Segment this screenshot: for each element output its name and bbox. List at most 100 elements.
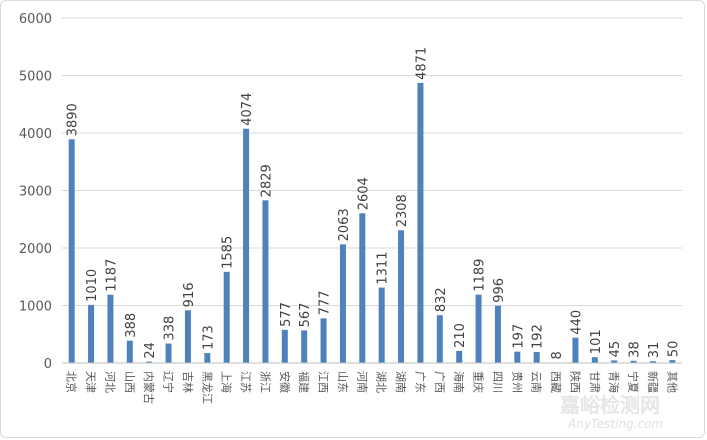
data-label: 440 <box>569 310 584 335</box>
data-label: 31 <box>647 342 662 359</box>
bar <box>494 305 501 363</box>
x-tick-label: 江西 <box>317 371 330 393</box>
bar <box>184 310 191 363</box>
y-tick-label: 5000 <box>19 70 52 85</box>
data-label: 1311 <box>376 252 391 285</box>
bar <box>320 318 327 363</box>
bar <box>301 330 308 363</box>
data-label: 1585 <box>221 236 236 269</box>
data-label: 338 <box>163 316 178 341</box>
x-tick-label: 河北 <box>103 371 116 393</box>
x-tick-label: 河南 <box>355 371 368 393</box>
x-tick-label: 贵州 <box>510 371 523 393</box>
x-tick-label: 广东 <box>413 371 426 393</box>
x-tick-label: 新疆 <box>646 371 660 393</box>
watermark-site: AnyTesting.com <box>567 417 663 431</box>
x-tick-label: 重庆 <box>472 371 486 393</box>
y-tick-label: 0 <box>44 357 52 372</box>
bar <box>204 353 211 363</box>
data-label: 777 <box>318 290 333 315</box>
x-tick-label: 青海 <box>607 371 621 393</box>
bar <box>281 329 288 363</box>
data-label: 192 <box>531 324 546 349</box>
x-tick-label: 福建 <box>297 371 311 393</box>
y-tick-label: 4000 <box>19 127 52 142</box>
bar <box>68 139 75 363</box>
x-tick-label: 山东 <box>336 371 349 393</box>
y-tick-label: 6000 <box>19 12 52 27</box>
data-label: 1187 <box>104 259 119 292</box>
x-tick-label: 天津 <box>84 371 97 393</box>
bar <box>398 230 405 363</box>
y-tick-label: 1000 <box>19 300 52 315</box>
data-label: 3890 <box>66 103 81 136</box>
data-label: 2063 <box>337 208 352 241</box>
data-label: 1189 <box>473 259 488 292</box>
bar <box>456 350 463 363</box>
x-tick-label: 吉林 <box>181 371 195 393</box>
x-tick-label: 西藏 <box>549 371 562 393</box>
data-label: 832 <box>434 287 449 312</box>
bar <box>514 351 521 363</box>
bar <box>146 361 153 363</box>
x-tick-label: 内蒙古 <box>142 371 156 404</box>
data-label: 996 <box>492 278 507 303</box>
x-tick-label: 山西 <box>123 371 136 393</box>
data-label: 24 <box>143 342 158 359</box>
bar <box>417 82 424 363</box>
x-tick-label: 海南 <box>452 371 466 393</box>
data-label: 8 <box>550 351 565 359</box>
x-tick-label: 上海 <box>220 371 234 393</box>
bar <box>243 128 250 363</box>
x-tick-label: 陕西 <box>568 371 582 393</box>
bar <box>533 351 540 363</box>
bars <box>68 82 676 364</box>
bar <box>591 357 598 363</box>
data-label: 173 <box>201 325 216 350</box>
x-tick-label: 四川 <box>491 371 504 393</box>
x-tick-label: 甘肃 <box>588 371 601 393</box>
y-axis: 0 1000 2000 3000 4000 5000 6000 <box>19 12 52 372</box>
bar <box>339 244 346 363</box>
bar <box>572 337 579 363</box>
x-tick-label: 湖南 <box>394 371 407 393</box>
data-label: 45 <box>608 341 623 358</box>
x-tick-label: 安徽 <box>278 371 292 393</box>
y-tick-label: 2000 <box>19 242 52 257</box>
x-tick-label: 广西 <box>433 371 446 393</box>
bar <box>262 200 269 363</box>
data-label: 577 <box>279 302 294 327</box>
bar <box>611 360 618 363</box>
data-label: 1010 <box>85 269 100 302</box>
data-label: 50 <box>666 341 681 358</box>
x-tick-label: 宁夏 <box>627 371 641 393</box>
x-tick-label: 黑龙江 <box>200 371 213 404</box>
data-label: 101 <box>589 329 604 354</box>
data-label: 388 <box>124 313 139 338</box>
x-tick-label: 其他 <box>665 371 678 393</box>
data-label: 916 <box>182 283 197 308</box>
bar <box>126 340 133 363</box>
bar <box>165 343 172 363</box>
bar <box>649 361 656 363</box>
bar <box>669 360 676 363</box>
x-tick-label: 辽宁 <box>162 371 176 393</box>
x-tick-label: 江苏 <box>239 371 252 393</box>
data-label: 38 <box>628 341 643 358</box>
bar <box>378 287 385 363</box>
x-axis: 北京 天津 河北 山西 内蒙古 辽宁 吉林 黑龙江 上海 江苏 浙江 安徽 福建 江西 山东 河南 湖北 湖南 广东… <box>62 362 682 404</box>
bar <box>223 271 230 363</box>
data-label: 2308 <box>395 194 410 227</box>
x-tick-label: 浙江 <box>258 371 271 393</box>
watermark: 嘉峪检测网 AnyTesting.com <box>559 393 663 431</box>
y-tick-label: 3000 <box>19 185 52 200</box>
watermark-brand: 嘉峪检测网 <box>559 393 660 417</box>
x-tick-label: 云南 <box>530 371 543 393</box>
bar <box>475 294 482 363</box>
bar <box>630 360 637 363</box>
data-label: 210 <box>453 323 468 348</box>
data-label: 4871 <box>414 47 429 80</box>
data-label: 567 <box>298 303 313 328</box>
